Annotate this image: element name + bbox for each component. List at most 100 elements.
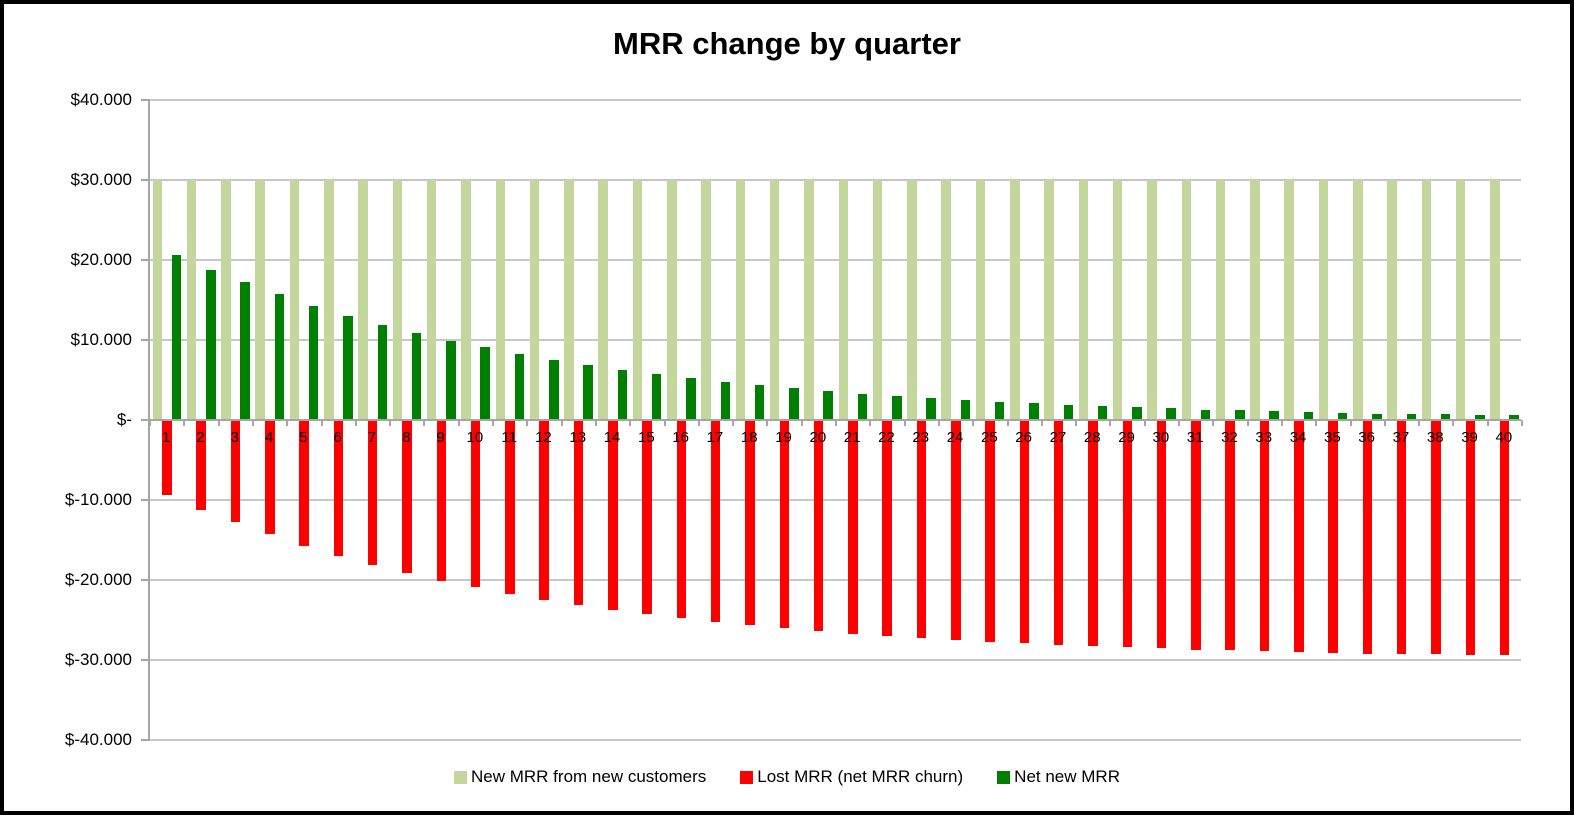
bar-net-new-mrr	[1269, 411, 1279, 420]
bar-lost-mrr-net-mrr-churn	[333, 420, 344, 556]
bar-lost-mrr-net-mrr-churn	[230, 420, 241, 523]
legend-label: New MRR from new customers	[471, 767, 707, 786]
x-axis-category-label: 24	[946, 429, 964, 446]
bar-lost-mrr-net-mrr-churn	[1259, 420, 1270, 652]
x-axis-tick	[1452, 420, 1455, 426]
x-axis-tick	[286, 420, 289, 426]
x-axis-category-label: 39	[1461, 429, 1478, 446]
x-axis-tick	[183, 420, 186, 426]
x-axis-tick	[149, 420, 151, 426]
x-axis-tick	[251, 420, 254, 426]
x-axis-tick	[937, 420, 940, 426]
y-axis-label: $-30.000	[64, 650, 132, 669]
bar-lost-mrr-net-mrr-churn	[779, 420, 790, 628]
bar-new-mrr-from-new-customers	[1318, 180, 1329, 420]
bar-new-mrr-from-new-customers	[1455, 180, 1466, 420]
bar-lost-mrr-net-mrr-churn	[162, 420, 172, 496]
x-axis-category-label: 32	[1221, 429, 1238, 446]
bar-new-mrr-from-new-customers	[975, 180, 986, 420]
x-axis-category-label: 22	[878, 429, 895, 446]
bar-net-new-mrr	[1303, 412, 1314, 420]
bar-net-new-mrr	[926, 397, 936, 420]
x-axis-tick	[354, 420, 357, 426]
x-axis-category-label: 30	[1152, 429, 1170, 446]
x-axis-category-label: 34	[1289, 429, 1307, 446]
bar-net-new-mrr	[720, 381, 731, 420]
chart-title: MRR change by quarter	[613, 26, 961, 61]
bar-net-new-mrr	[1235, 410, 1245, 420]
x-axis-tick	[869, 420, 872, 426]
x-axis-tick	[1040, 420, 1043, 426]
bar-lost-mrr-net-mrr-churn	[916, 420, 927, 638]
gridline	[149, 259, 1521, 261]
bar-lost-mrr-net-mrr-churn	[1499, 420, 1510, 656]
x-axis-tick	[1143, 420, 1146, 426]
bar-lost-mrr-net-mrr-churn	[299, 420, 309, 546]
bar-net-new-mrr	[892, 396, 902, 420]
bar-lost-mrr-net-mrr-churn	[265, 420, 275, 535]
bar-net-new-mrr	[651, 374, 662, 420]
x-axis-tick	[800, 420, 803, 426]
bar-new-mrr-from-new-customers	[324, 180, 334, 420]
bar-net-new-mrr	[754, 384, 765, 420]
gridline	[149, 179, 1521, 181]
y-axis-label: $40.000	[70, 90, 132, 109]
bar-new-mrr-from-new-customers	[907, 180, 917, 420]
legend-item: Net new MRR	[997, 767, 1120, 787]
legend: New MRR from new customers Lost MRR (net …	[4, 767, 1570, 787]
x-axis-tick	[560, 420, 563, 426]
bar-lost-mrr-net-mrr-churn	[539, 420, 549, 600]
bar-net-new-mrr	[377, 324, 388, 420]
bar-new-mrr-from-new-customers	[289, 180, 300, 420]
gridline	[149, 579, 1521, 581]
bar-lost-mrr-net-mrr-churn	[1191, 420, 1201, 650]
legend-swatch-icon	[454, 770, 468, 784]
bar-net-new-mrr	[1406, 413, 1417, 420]
x-axis-tick	[732, 420, 735, 426]
bar-lost-mrr-net-mrr-churn	[951, 420, 961, 640]
x-axis-category-label: 9	[436, 429, 445, 446]
x-axis-tick	[972, 420, 975, 426]
bar-lost-mrr-net-mrr-churn	[470, 420, 481, 588]
x-axis-tick	[697, 420, 700, 426]
bar-new-mrr-from-new-customers	[1387, 180, 1397, 420]
bar-lost-mrr-net-mrr-churn	[1088, 420, 1098, 647]
x-axis-category-label: 17	[706, 429, 724, 446]
plot-area: $40.000 $30.000 $20.000 $10.000 $- $-10.000 $-…	[4, 4, 1574, 819]
x-axis-tick	[492, 420, 494, 426]
bar-net-new-mrr	[823, 391, 833, 420]
x-axis-category-label: 33	[1255, 429, 1273, 446]
bar-net-new-mrr	[686, 378, 696, 420]
gridline	[149, 99, 1521, 101]
y-axis-tick	[141, 419, 149, 421]
x-axis-tick	[629, 420, 632, 426]
y-axis-tick	[141, 499, 149, 501]
bar-net-new-mrr	[1132, 407, 1142, 420]
gridline	[149, 659, 1521, 661]
bar-net-new-mrr	[1475, 415, 1485, 420]
bar-net-new-mrr	[240, 282, 250, 420]
gridline	[149, 499, 1521, 501]
x-axis-tick	[389, 420, 392, 426]
bar-lost-mrr-net-mrr-churn	[1328, 420, 1338, 653]
x-axis-category-label: 4	[264, 429, 274, 446]
bar-new-mrr-from-new-customers	[461, 180, 471, 420]
bar-lost-mrr-net-mrr-churn	[608, 420, 618, 610]
x-axis-tick	[1246, 420, 1249, 426]
y-axis-label: $-	[116, 410, 132, 429]
y-axis-tick	[141, 339, 149, 341]
bar-lost-mrr-net-mrr-churn	[1225, 420, 1235, 651]
bar-new-mrr-from-new-customers	[1181, 180, 1192, 420]
bar-lost-mrr-net-mrr-churn	[882, 420, 892, 636]
bar-lost-mrr-net-mrr-churn	[573, 420, 584, 605]
bar-new-mrr-from-new-customers	[1147, 180, 1157, 420]
x-axis-category-label: 1	[161, 429, 171, 446]
x-axis-tick	[1212, 420, 1215, 426]
x-axis-category-label: 29	[1118, 429, 1135, 446]
y-axis-tick	[141, 179, 149, 181]
bar-lost-mrr-net-mrr-churn	[402, 420, 412, 573]
bar-new-mrr-from-new-customers	[838, 180, 849, 420]
bar-lost-mrr-net-mrr-churn	[745, 420, 755, 625]
bar-lost-mrr-net-mrr-churn	[1431, 420, 1441, 655]
bar-lost-mrr-net-mrr-churn	[848, 420, 858, 634]
